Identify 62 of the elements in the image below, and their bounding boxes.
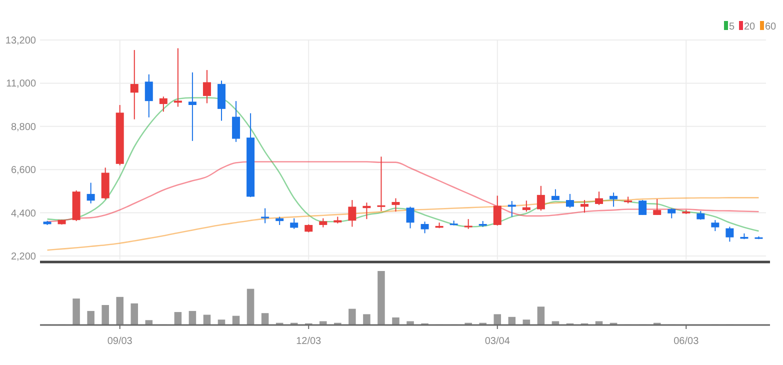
- candlestick: [392, 198, 400, 212]
- candlestick: [377, 156, 386, 212]
- x-tick-label: 03/04: [484, 336, 510, 347]
- candlestick: [653, 198, 662, 216]
- legend-label: 5: [729, 22, 735, 32]
- bar: [116, 296, 124, 325]
- candlestick: [638, 200, 647, 216]
- bar: [494, 314, 502, 325]
- bar: [246, 288, 254, 325]
- bar: [392, 317, 400, 325]
- candlestick: [86, 182, 95, 204]
- legend-label: 20: [744, 22, 756, 32]
- x-tick-label: 06/03: [674, 336, 700, 347]
- bar: [87, 310, 94, 325]
- y-tick-label: 4,400: [10, 208, 36, 220]
- bar: [174, 312, 182, 325]
- y-tick-label: 6,600: [10, 165, 36, 176]
- candlestick: [508, 200, 516, 218]
- candlestick: [202, 70, 211, 104]
- bar: [130, 303, 138, 325]
- x-tick-label: 09/03: [107, 336, 133, 347]
- y-tick-label: 11,000: [6, 78, 36, 90]
- x-tick-label: 12/03: [296, 336, 322, 347]
- candlestick: [290, 218, 298, 230]
- bar: [102, 305, 109, 325]
- candlestick: [144, 74, 153, 118]
- candlestick: [566, 193, 574, 208]
- bar: [348, 308, 356, 325]
- candlestick: [232, 100, 240, 142]
- bar: [363, 314, 370, 325]
- candlestick: [522, 200, 530, 212]
- candlestick: [493, 195, 502, 226]
- candlestick: [580, 200, 588, 214]
- candlestick: [362, 202, 371, 220]
- candlestick: [130, 50, 138, 120]
- candlestick: [319, 218, 328, 228]
- candlestick: [174, 48, 182, 108]
- candlestick: [188, 72, 196, 142]
- bar: [406, 321, 414, 325]
- bar: [378, 271, 385, 325]
- legend-label: 60: [765, 22, 777, 32]
- candlestick: [159, 96, 168, 112]
- y-tick-label: 13,200: [5, 36, 36, 46]
- bar: [203, 314, 211, 325]
- candlestick: [261, 208, 270, 224]
- candlestick: [420, 221, 429, 234]
- candlestick: [464, 218, 472, 230]
- candlestick: [595, 191, 604, 206]
- candlestick: [668, 208, 676, 219]
- y-tick-label: 8,800: [10, 122, 36, 133]
- candlestick: [348, 200, 356, 228]
- candlestick: [711, 220, 720, 232]
- bar: [537, 306, 545, 325]
- candlestick: [610, 192, 618, 208]
- candlestick: [726, 226, 734, 242]
- candlestick: [406, 206, 414, 229]
- bar: [188, 310, 196, 325]
- y-tick-label: 2,200: [10, 252, 36, 262]
- candlestick: [536, 185, 545, 212]
- bar: [320, 321, 327, 325]
- bar: [72, 298, 80, 325]
- bar: [261, 313, 269, 325]
